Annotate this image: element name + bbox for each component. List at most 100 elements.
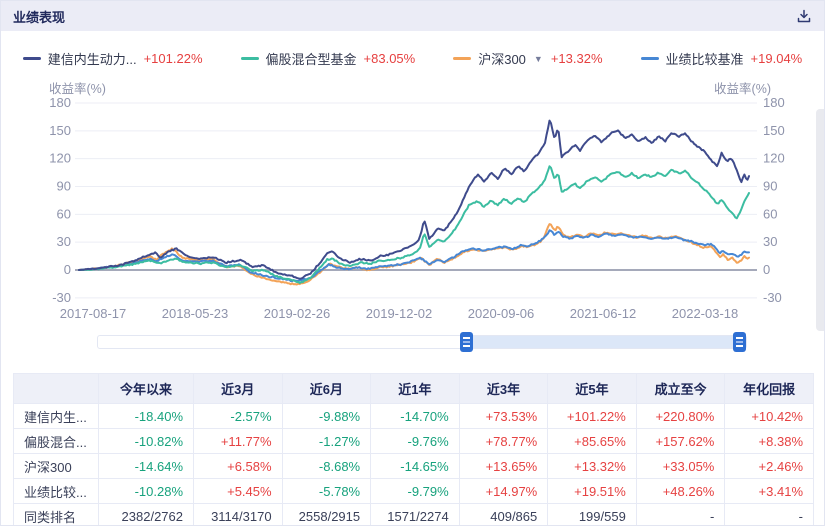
table-cell: 3114/3170 <box>193 503 283 525</box>
axis-tick-label: 60 <box>763 206 777 221</box>
legend-value: +19.04% <box>750 51 803 66</box>
table-cell: +3.41% <box>724 478 814 504</box>
table-header-cell: 今年以来 <box>98 373 194 404</box>
axis-tick-label: 120 <box>763 151 785 166</box>
table-cell: -9.76% <box>370 428 460 454</box>
legend-value: +13.32% <box>550 51 603 66</box>
table-cell: 2558/2915 <box>281 503 372 525</box>
table-cell: +101.22% <box>547 403 637 429</box>
legend-marker-icon <box>640 57 659 60</box>
legend-marker-icon <box>240 57 259 60</box>
table-row: 偏股混合... -10.82% +11.77% -1.27% -9.76% +78.77%… <box>13 428 814 454</box>
table-cell: - <box>724 503 814 525</box>
table-cell: +13.65% <box>458 453 549 479</box>
table-header-cell: 成立至今 <box>635 373 726 404</box>
download-button[interactable] <box>796 7 812 25</box>
axis-tick-label: 2019-12-02 <box>366 306 433 321</box>
axis-tick-label: 60 <box>57 206 71 221</box>
table-cell: -14.64% <box>98 453 194 479</box>
legend-item-4[interactable]: 业绩比较基准 +19.04% <box>640 49 803 68</box>
axis-tick-label: 90 <box>57 179 71 194</box>
table-cell: 2382/2762 <box>98 503 194 525</box>
datazoom-handle-left[interactable] <box>460 332 474 352</box>
table-header-cell: 近3月 <box>193 373 283 404</box>
axis-tick-label: 2022-03-18 <box>672 306 739 321</box>
axis-tick-label: 180 <box>763 95 785 110</box>
legend-marker-icon <box>453 57 472 60</box>
table-cell: -2.57% <box>193 403 283 429</box>
download-icon <box>797 9 811 23</box>
legend-label: 沪深300 <box>478 52 526 67</box>
table-row-label: 业绩比较... <box>13 478 99 504</box>
table-row: 业绩比较... -10.28% +5.45% -5.78% -9.79% +14.97% +… <box>13 478 814 504</box>
table-cell: +6.58% <box>193 453 283 479</box>
performance-table: 今年以来 近3月 近6月 近1年 近3年 近5年 成立至今 年化回报 建信内生... -18.4… <box>13 373 814 525</box>
table-row-label: 沪深300 <box>13 453 99 479</box>
table-cell: -5.78% <box>281 478 372 504</box>
table-header-cell: 近3年 <box>458 373 549 404</box>
table-cell: -9.88% <box>281 403 372 429</box>
table-cell: +2.46% <box>724 453 814 479</box>
panel-title: 业绩表现 <box>13 9 66 25</box>
legend-item-2[interactable]: 偏股混合型基金 +83.05% <box>240 49 415 68</box>
table-cell: +33.05% <box>635 453 726 479</box>
axis-tick-label: 2018-05-23 <box>162 306 229 321</box>
table-row: 建信内生... -18.40% -2.57% -9.88% -14.70% +73.53%… <box>13 403 814 429</box>
table-cell: -10.82% <box>98 428 194 454</box>
axis-tick-label: 收益率(%) <box>714 81 771 96</box>
table-cell: +11.77% <box>193 428 283 454</box>
series-line-3 <box>78 165 750 284</box>
table-cell: +78.77% <box>458 428 549 454</box>
legend-item-1[interactable]: 建信内生动力... +101.22% <box>22 49 203 68</box>
table-cell: +85.65% <box>547 428 637 454</box>
axis-tick-label: 2021-06-12 <box>570 306 637 321</box>
axis-tick-label: 150 <box>49 123 71 138</box>
series-line-2 <box>78 229 750 283</box>
datazoom-slider[interactable] <box>97 332 747 352</box>
table-header-cell: 近6月 <box>281 373 372 404</box>
table-cell: - <box>635 503 726 525</box>
chevron-down-icon[interactable]: ▼ <box>533 53 543 64</box>
axis-tick-label: 0 <box>763 262 770 277</box>
table-cell: +48.26% <box>635 478 726 504</box>
axis-tick-label: 90 <box>763 179 777 194</box>
table-cell: 199/559 <box>547 503 637 525</box>
table-header-cell: 近1年 <box>370 373 460 404</box>
table-header-cell <box>13 373 99 404</box>
legend-item-3[interactable]: 沪深300 ▼ +13.32% <box>453 49 603 68</box>
table-cell: +10.42% <box>724 403 814 429</box>
chart-legend: 建信内生动力... +101.22% 偏股混合型基金 +83.05% 沪深300 ▼ +13… <box>1 49 824 68</box>
table-row-label: 偏股混合... <box>13 428 99 454</box>
axis-tick-label: 2017-08-17 <box>60 306 127 321</box>
table-row-label: 建信内生... <box>13 403 99 429</box>
table-cell: +19.51% <box>547 478 637 504</box>
table-cell: +157.62% <box>635 428 726 454</box>
series-line-4 <box>78 119 750 280</box>
table-cell: -1.27% <box>281 428 372 454</box>
legend-label: 偏股混合型基金 <box>265 52 357 67</box>
axis-tick-label: 180 <box>49 95 71 110</box>
table-cell: -18.40% <box>98 403 194 429</box>
datazoom-handle-right[interactable] <box>732 332 746 352</box>
panel-header: 业绩表现 <box>1 1 824 31</box>
axis-tick-label: -30 <box>52 290 71 305</box>
table-cell: -14.70% <box>370 403 460 429</box>
chart-plot-area[interactable]: 180 180 150 150 120 120 90 90 60 60 30 30 0 0 -30 -30 收益… <box>1 1 825 331</box>
axis-tick-label: 2020-09-06 <box>468 306 535 321</box>
axis-tick-label: 150 <box>763 123 785 138</box>
table-header-cell: 近5年 <box>547 373 637 404</box>
table-cell: +5.45% <box>193 478 283 504</box>
table-cell: +8.38% <box>724 428 814 454</box>
legend-value: +101.22% <box>143 51 203 66</box>
table-cell: -8.68% <box>281 453 372 479</box>
axis-tick-label: 2019-02-26 <box>264 306 331 321</box>
axis-tick-label: -30 <box>763 290 782 305</box>
vertical-scrollbar-thumb[interactable] <box>816 109 824 331</box>
axis-tick-label: 收益率(%) <box>49 81 106 96</box>
datazoom-selected-range[interactable] <box>467 336 740 348</box>
table-cell: +73.53% <box>458 403 549 429</box>
table-cell: +14.97% <box>458 478 549 504</box>
axis-tick-label: 30 <box>57 234 71 249</box>
table-row-label: 同类排名 <box>13 503 99 525</box>
table-cell: +220.80% <box>635 403 726 429</box>
